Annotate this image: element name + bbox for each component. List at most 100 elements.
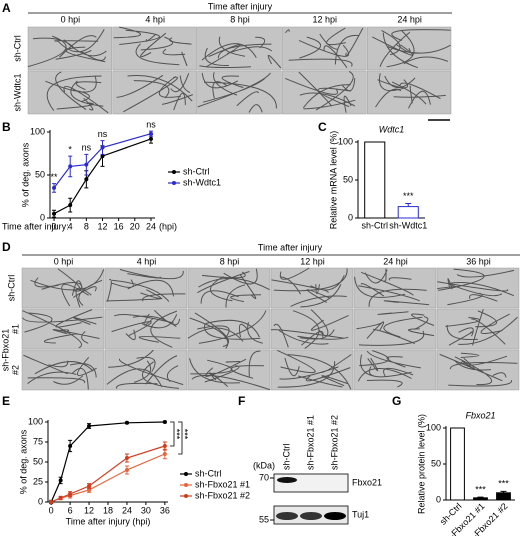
micrograph [197, 70, 282, 115]
y-axis-label: % of deg. axons [18, 429, 28, 494]
data-point [100, 154, 105, 159]
legend-label: sh-Fbxo21 #2 [195, 490, 250, 500]
legend-marker [172, 170, 176, 174]
axon-texture [45, 71, 109, 114]
micrograph [270, 267, 354, 309]
micrograph [436, 308, 520, 350]
significance: ns [82, 143, 92, 153]
data-point [68, 492, 73, 496]
axon-texture [106, 269, 186, 302]
axon-texture [285, 71, 356, 113]
significance: ns [98, 129, 108, 139]
row-label: sh-Ctrl [12, 35, 22, 62]
axon-texture [30, 268, 105, 308]
marker-label: 55 [259, 514, 269, 524]
bar [473, 497, 488, 501]
column-label: 0 hpi [61, 14, 81, 24]
significance: ns [146, 120, 156, 130]
x-axis-label: Time after injury (hpi) [66, 516, 151, 526]
axon-texture [439, 352, 518, 387]
significance: *** [172, 429, 182, 440]
band [277, 477, 297, 483]
legend-marker [184, 483, 188, 487]
column-label: 0 hpi [54, 256, 74, 266]
y-tick-label: 75 [33, 436, 43, 446]
data-point [58, 496, 63, 500]
data-point [87, 424, 92, 428]
y-axis-label: % of deg. axons [20, 142, 30, 207]
lane-label: sh-Fbxo21 #2 [329, 415, 339, 470]
axon-texture [106, 349, 184, 389]
x-tick-label: 12 [84, 505, 94, 515]
row-label: sh-Ctrl [6, 275, 16, 302]
bar [450, 427, 465, 501]
axon-texture [197, 72, 277, 113]
band-label: Fbxo21 [352, 477, 382, 487]
y-tick-label: 25 [33, 476, 43, 486]
x-tick-label: sh-Ctrl [362, 220, 389, 230]
data-point [68, 203, 73, 208]
axon-texture [199, 36, 282, 69]
legend-marker [172, 181, 176, 185]
axon-texture [113, 26, 192, 67]
column-label: 12 hpi [300, 256, 325, 266]
x-tick-label: sh-Wdtc1 [389, 220, 427, 230]
data-point [87, 484, 92, 488]
x-tick-label: 20 [130, 221, 140, 231]
axon-texture [357, 350, 421, 388]
axon-texture [116, 73, 193, 113]
significance: *** [475, 484, 486, 494]
micrograph [197, 26, 282, 71]
data-point [124, 420, 129, 425]
band [324, 512, 346, 520]
micrograph [21, 267, 105, 309]
error-bar [405, 203, 412, 207]
micrograph [353, 308, 437, 350]
data-point [148, 131, 153, 136]
axon-texture [445, 308, 518, 346]
panel-label: D [2, 240, 11, 254]
y-tick-label: 50 [33, 456, 43, 466]
column-label: 4 hpi [137, 256, 157, 266]
x-tick-label: 12 [97, 221, 107, 231]
legend-marker [184, 494, 188, 498]
data-point [124, 456, 129, 460]
bar [397, 206, 419, 219]
y-tick-label: 0 [436, 494, 441, 504]
significance: ** [51, 172, 59, 182]
data-point [58, 478, 63, 483]
column-label: 24 hpi [383, 256, 408, 266]
axon-texture [189, 350, 271, 391]
legend-label: sh-Ctrl [183, 166, 210, 176]
data-point [124, 468, 129, 472]
band-label: Tuj1 [352, 509, 369, 519]
significance-bracket [170, 421, 183, 455]
y-tick-label: 50 [343, 174, 353, 184]
panel-label: F [238, 394, 245, 408]
panel-label: G [392, 394, 401, 408]
x-tick-label: 16 [114, 221, 124, 231]
micrograph [21, 349, 105, 391]
micrograph [353, 349, 437, 391]
x-tick-label: 24 [146, 221, 156, 231]
legend-label: sh-Wdtc1 [183, 177, 221, 187]
axon-texture [375, 73, 446, 109]
row-label: #2 [10, 365, 20, 375]
micrograph [104, 267, 188, 309]
x-tick-label: 36 [160, 505, 170, 515]
chart-title: Wdtc1 [379, 124, 405, 134]
y-tick-label: 100 [338, 136, 353, 146]
y-tick-label: 0 [38, 496, 43, 506]
axon-texture [27, 29, 107, 68]
data-point [52, 185, 57, 190]
chart-title: Fbxo21 [465, 410, 495, 420]
bar [364, 141, 386, 219]
data-point [68, 164, 73, 169]
x-axis-label: Time after injury: [2, 221, 69, 231]
x-tick-label: 30 [141, 505, 151, 515]
error-bar [477, 496, 484, 498]
y-tick-label: 50 [431, 458, 441, 468]
header: Time after injury [208, 1, 273, 11]
column-label: 8 hpi [230, 14, 250, 24]
